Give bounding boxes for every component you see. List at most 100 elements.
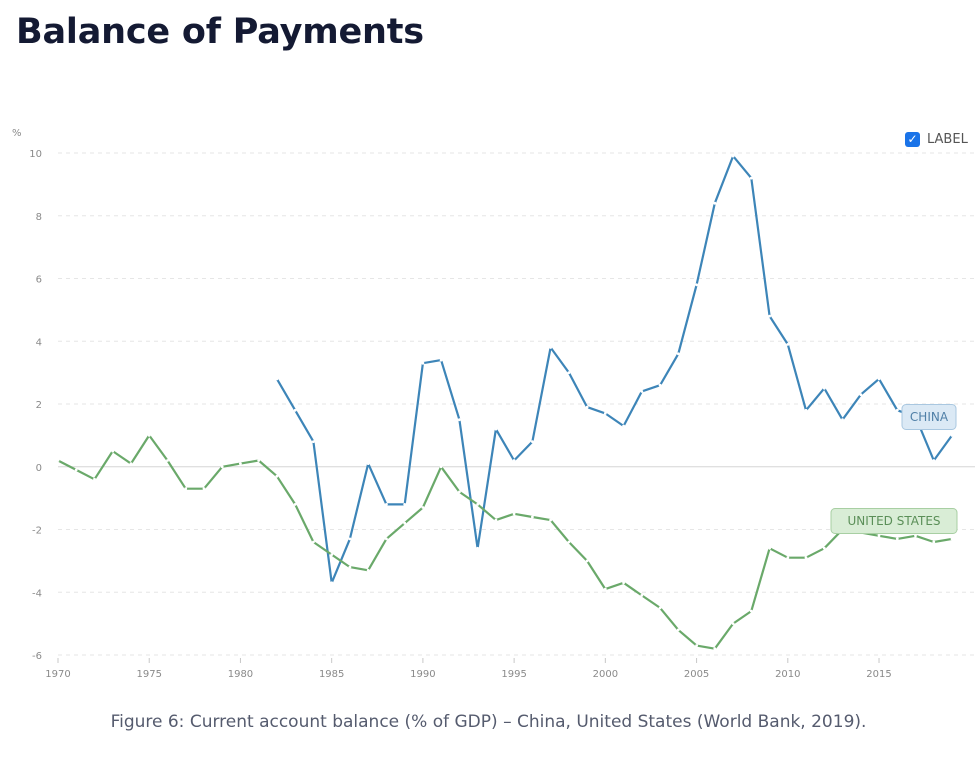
data-point-china [859,393,863,396]
data-point-united-states [895,537,899,541]
data-point-china [476,546,479,550]
data-point-china [713,201,717,205]
data-point-united-states [786,556,790,560]
x-tick-label: 1985 [319,669,344,680]
data-point-united-states [220,465,224,469]
data-point-united-states [567,540,571,544]
series-labels: CHINA UNITED STATES [830,404,958,534]
data-point-china [421,361,425,365]
data-point-united-states [676,628,680,632]
series-lines [56,154,954,651]
x-tick-label: 1980 [228,669,253,680]
data-point-united-states [932,540,936,544]
data-point-china [330,581,334,585]
data-point-china [786,343,790,346]
data-point-china [768,314,771,318]
data-point-united-states [129,462,133,465]
x-tick-label: 2000 [593,669,618,680]
data-point-china [640,390,644,393]
series-line-china [275,155,953,584]
data-point-united-states [640,594,644,597]
data-point-china [494,427,498,431]
data-point-china [403,503,407,506]
x-tick-label: 1990 [410,669,435,680]
label-toggle-text: LABEL [927,132,968,147]
data-point-united-states [403,521,407,525]
y-axis-unit-label: % [12,128,22,139]
data-point-united-states [56,459,60,462]
data-point-united-states [439,465,443,469]
data-point-united-states [421,506,425,509]
data-point-united-states [74,468,78,472]
data-point-china [895,408,899,412]
data-point-united-states [549,518,552,522]
data-point-china [822,386,826,390]
data-point-united-states [239,462,242,465]
data-point-china [950,434,954,437]
y-tick-label: -4 [32,588,42,599]
data-point-china [567,371,571,374]
y-tick-label: 8 [36,212,42,223]
data-point-united-states [293,503,297,506]
y-tick-label: -6 [32,651,42,662]
data-point-china [603,412,607,415]
data-point-united-states [348,565,352,569]
data-point-china [695,283,698,287]
data-point-china [804,408,808,412]
data-point-united-states [914,534,917,538]
data-point-china [841,418,844,422]
data-point-united-states [476,503,479,506]
data-point-united-states [330,553,334,556]
data-point-united-states [147,434,151,437]
y-tick-label: 4 [36,337,42,348]
y-tick-label: 0 [36,463,42,474]
data-point-china [585,405,589,409]
data-point-united-states [257,459,261,462]
data-point-united-states [166,459,169,462]
data-point-united-states [731,622,735,625]
data-point-united-states [658,606,662,610]
x-tick-label: 1970 [45,669,70,680]
y-tick-label: 2 [36,400,42,411]
data-point-china [312,440,315,443]
data-point-united-states [822,546,826,550]
data-point-united-states [512,512,516,516]
figure-caption: Figure 6: Current account balance (% of … [110,712,867,732]
data-point-united-states [93,477,96,481]
data-point-china [348,537,352,541]
data-point-china [512,459,516,462]
data-point-united-states [275,474,279,478]
data-point-china [932,459,936,462]
x-tick-label: 1975 [136,669,161,680]
data-point-united-states [202,487,206,491]
data-point-united-states [585,559,589,563]
x-tick-label: 2010 [775,669,800,680]
data-point-china [385,503,388,506]
data-point-china [658,383,662,387]
x-tick-label: 2015 [866,669,891,680]
data-point-united-states [531,515,534,519]
data-point-united-states [713,647,717,651]
y-axis-ticks: -6 -4 -2 0 2 4 6 8 10 [29,149,42,662]
data-point-china [531,440,534,443]
data-point-china [439,358,443,362]
data-point-china [622,424,625,428]
data-point-united-states [111,449,115,453]
data-point-china [458,418,461,422]
data-point-china [749,176,753,180]
data-point-united-states [184,487,188,491]
data-point-united-states [804,556,808,560]
x-axis-ticks: 1970 1975 1980 1985 1990 1995 2000 2005 2010 2015 [45,658,892,680]
gridlines [58,152,975,656]
data-point-united-states [603,587,607,591]
y-tick-label: 10 [29,149,42,160]
label-toggle[interactable]: ✓ LABEL [905,132,968,147]
series-label-text: UNITED STATES [847,514,940,528]
series-line-united-states [57,434,953,650]
data-point-united-states [385,537,388,541]
series-label-box [901,404,957,430]
data-point-china [731,154,735,158]
series-label-text: CHINA [910,410,949,424]
check-icon[interactable]: ✓ [905,132,920,147]
data-point-united-states [458,490,461,494]
